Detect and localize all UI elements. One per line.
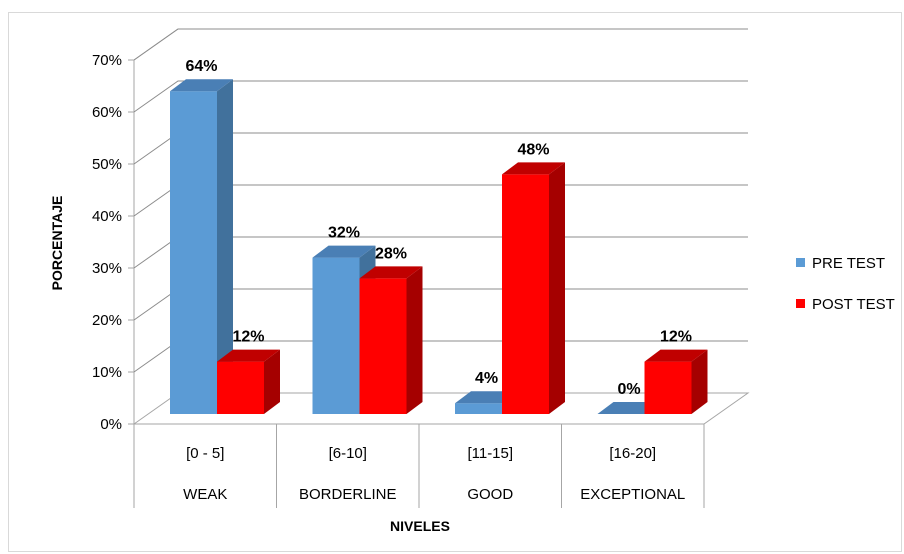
data-label-post-test-0: 12% [232, 329, 264, 346]
y-axis-ticks: 0% 10% 20% 30% 40% 50% 60% 70% [92, 52, 122, 433]
bars [170, 79, 708, 414]
bar-post-test-2 [502, 162, 565, 414]
bar-front [217, 361, 264, 414]
data-label-post-test-3: 12% [660, 329, 692, 346]
bar-front [455, 403, 502, 414]
x-group-label-2: GOOD [467, 486, 513, 503]
y-tick-label: 70% [92, 52, 122, 69]
x-axis-title: NIVELES [390, 518, 450, 534]
bar-post-test-0 [217, 349, 280, 414]
bar-front [644, 361, 692, 414]
x-group-label-3: EXCEPTIONAL [580, 486, 685, 503]
x-axis: [0 - 5] WEAK [6-10] BORDERLINE [11-15] GOOD [1… [133, 423, 705, 508]
data-label-pre-test-2: 4% [475, 370, 498, 387]
data-label-pre-test-1: 32% [328, 225, 360, 242]
x-tick-label-3: [16-20] [609, 445, 656, 462]
bar-top [359, 266, 423, 279]
bar-side [691, 349, 708, 414]
gridline [133, 28, 748, 61]
legend-swatch-post-test [796, 299, 805, 308]
data-label-pre-test-0: 64% [185, 58, 217, 75]
legend-swatch-pre-test [796, 258, 805, 267]
bar-post-test-1 [359, 266, 423, 414]
y-tick-label: 10% [92, 364, 122, 381]
bar-side [264, 349, 280, 414]
y-tick-label: 0% [100, 416, 122, 433]
data-label-post-test-1: 28% [375, 245, 407, 262]
x-tick-label-1: [6-10] [329, 445, 367, 462]
gridline [133, 80, 748, 113]
bar-top [217, 349, 280, 362]
y-tick-label: 50% [92, 156, 122, 173]
x-tick-label-2: [11-15] [467, 445, 513, 462]
data-labels: 64% 12% 32% 28% 4% 48% 0% 12% [185, 58, 692, 398]
bar-front [312, 257, 360, 414]
data-label-post-test-2: 48% [517, 141, 549, 158]
bar-top [644, 349, 708, 362]
y-axis-title: PORCENTAJE [49, 196, 65, 291]
y-tick-label: 20% [92, 312, 122, 329]
bar-top [170, 79, 233, 92]
bar-top [502, 162, 565, 175]
y-tick-label: 30% [92, 260, 122, 277]
x-tick-label-0: [0 - 5] [186, 445, 224, 462]
bar-side [217, 79, 233, 414]
chart-frame [8, 12, 902, 552]
bar-front [359, 278, 407, 414]
data-label-pre-test-3: 0% [617, 381, 640, 398]
bar-side [406, 266, 423, 414]
x-group-label-0: WEAK [183, 486, 227, 503]
bar-top [312, 245, 376, 258]
bar-front [170, 91, 217, 414]
bar-front [502, 174, 549, 414]
legend: PRE TEST POST TEST [796, 255, 895, 313]
x-group-label-1: BORDERLINE [299, 486, 397, 503]
bar-side [549, 162, 565, 414]
bar-pre-test-0 [170, 79, 233, 414]
y-tick-label: 40% [92, 208, 122, 225]
y-tick-label: 60% [92, 104, 122, 121]
legend-label-pre-test: PRE TEST [812, 255, 885, 272]
legend-label-post-test: POST TEST [812, 296, 895, 313]
bar-post-test-3 [644, 349, 708, 414]
